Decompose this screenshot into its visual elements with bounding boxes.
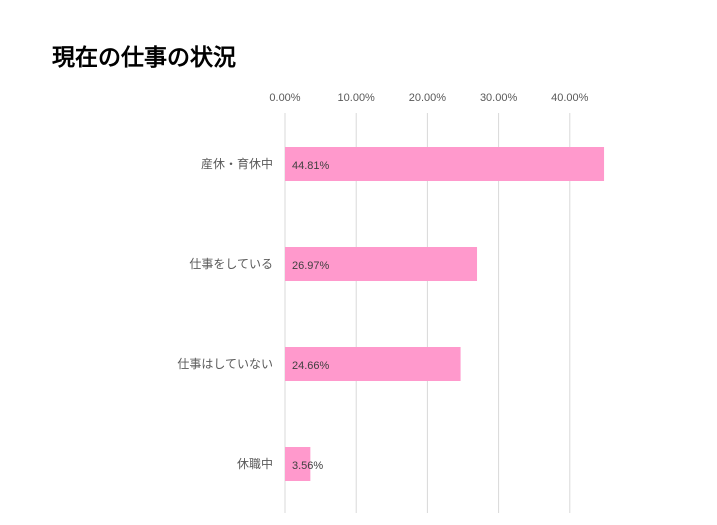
data-label: 3.56% <box>292 460 323 472</box>
chart-title: 現在の仕事の状況 <box>52 45 236 71</box>
category-label: 休職中 <box>237 456 273 471</box>
category-label: 仕事をしている <box>189 257 273 271</box>
data-label: 26.97% <box>292 260 330 272</box>
bars <box>285 147 605 481</box>
category-label: 仕事はしていない <box>177 357 273 371</box>
bar <box>285 247 478 281</box>
bar <box>285 447 311 481</box>
category-label: 産休・育休中 <box>201 156 273 171</box>
x-tick-label: 30.00% <box>480 92 518 104</box>
x-tick-label: 20.00% <box>409 92 447 104</box>
bar <box>285 147 605 181</box>
x-tick-label: 40.00% <box>551 92 589 104</box>
data-label: 44.81% <box>292 160 330 172</box>
x-axis-ticks: 0.00% 10.00% 20.00% 30.00% 40.00% <box>269 92 588 104</box>
bar <box>285 347 461 381</box>
data-label: 24.66% <box>292 360 330 372</box>
x-tick-label: 10.00% <box>338 92 376 104</box>
data-labels: 44.81% 26.97% 24.66% 3.56% <box>292 160 330 472</box>
x-tick-label: 0.00% <box>269 92 300 104</box>
